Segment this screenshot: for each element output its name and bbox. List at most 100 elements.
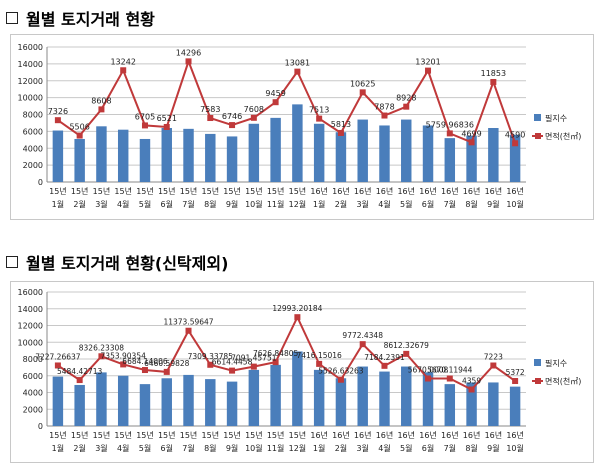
x-tick-label-month: 6월 (422, 199, 434, 209)
y-tick-label: 4000 (23, 389, 43, 398)
x-tick-label-month: 7월 (444, 199, 456, 209)
data-label: 5670.0008 (408, 366, 449, 375)
data-label: 12993.20184 (272, 304, 322, 313)
x-tick-label-year: 15년 (245, 430, 263, 440)
x-tick-label-month: 9월 (226, 443, 238, 453)
line-point (512, 378, 519, 385)
x-tick-label-month: 6월 (161, 199, 173, 209)
y-tick-label: 6000 (23, 372, 43, 381)
x-tick-label-month: 8월 (204, 199, 216, 209)
x-tick-label-year: 15년 (223, 186, 241, 196)
combo-chart-excluding-trust: 0 2000 4000 6000 8000 10000 12000 14000 16000 15년… (18, 288, 582, 453)
bar (313, 369, 325, 426)
x-tick-label-month: 2월 (73, 443, 85, 453)
data-label: 5484.42713 (57, 367, 103, 376)
data-label: 13201 (415, 58, 440, 67)
data-label: 6746 (222, 112, 242, 121)
line-point (446, 130, 453, 137)
x-tick-label-year: 16년 (485, 186, 503, 196)
x-tick-label-year: 15년 (289, 430, 307, 440)
bar (139, 384, 151, 426)
line-point (163, 368, 170, 375)
data-label: 6614.4458 (212, 358, 253, 367)
x-tick-label-year: 16년 (441, 430, 459, 440)
line-point (316, 360, 323, 367)
data-label: 6684.14006 (122, 357, 168, 366)
x-tick-label-year: 16년 (397, 186, 415, 196)
x-tick-label-year: 15년 (180, 430, 198, 440)
section-title-monthly-land-transactions: 월별 토지거래 현황 (6, 6, 155, 30)
x-tick-label-month: 12월 (289, 199, 307, 209)
bar (335, 132, 347, 182)
x-tick-label-month: 2월 (73, 199, 85, 209)
line-point (425, 67, 432, 74)
x-tick-label-year: 16년 (332, 186, 350, 196)
bar (117, 375, 129, 426)
data-label: 7513 (309, 106, 329, 115)
x-tick-label-year: 15년 (49, 186, 67, 196)
bar (488, 382, 499, 426)
data-label: 6705 (135, 112, 155, 121)
data-label: 13081 (285, 59, 310, 68)
data-label: 8928 (396, 94, 416, 103)
x-tick-label-year: 16년 (419, 430, 437, 440)
bar (161, 378, 172, 426)
x-tick-label-month: 11월 (267, 443, 285, 453)
line-point (446, 375, 453, 382)
data-label: 7309.33785 (188, 352, 234, 361)
x-tick-label-month: 5월 (400, 443, 412, 453)
x-tick-label-year: 15년 (136, 430, 154, 440)
line-point (272, 359, 279, 366)
line-point (207, 361, 214, 368)
data-label: 14296 (176, 48, 201, 57)
data-label: 7583 (200, 105, 220, 114)
bar (139, 138, 151, 182)
y-tick-label: 4000 (23, 144, 43, 153)
x-tick-label-month: 10월 (245, 443, 263, 453)
data-label: 7878 (374, 103, 394, 112)
x-tick-label-year: 16년 (310, 430, 328, 440)
line-point (120, 67, 127, 74)
x-tick-label-month: 7월 (182, 443, 194, 453)
data-label: 5759.96836 (426, 120, 474, 129)
x-tick-label-year: 15년 (136, 186, 154, 196)
x-tick-label-month: 8월 (204, 443, 216, 453)
bar (292, 351, 303, 426)
data-label: 9459 (265, 89, 285, 98)
data-label: 9772.4348 (342, 331, 383, 340)
bar (292, 104, 303, 182)
x-tick-label-month: 5월 (139, 199, 151, 209)
x-tick-label-year: 15년 (267, 186, 285, 196)
x-tick-label-month: 1월 (52, 443, 64, 453)
y-tick-label: 12000 (18, 322, 43, 331)
x-tick-label-year: 16년 (463, 430, 481, 440)
line-point (163, 123, 170, 130)
bar (379, 371, 390, 426)
x-tick-label-year: 15년 (245, 186, 263, 196)
legend-swatch-bar (534, 359, 541, 366)
data-label: 5813 (331, 120, 351, 129)
line-point (98, 353, 105, 360)
line-point (425, 375, 432, 382)
x-tick-label-month: 6월 (422, 443, 434, 453)
data-label: 11373.59647 (163, 318, 213, 327)
x-tick-label-year: 15년 (114, 430, 132, 440)
x-tick-label-year: 15년 (71, 430, 89, 440)
bar (74, 138, 85, 182)
bar (357, 119, 368, 182)
bar (183, 128, 194, 182)
x-tick-label-month: 1월 (313, 199, 325, 209)
data-label: 5526.63263 (318, 367, 364, 376)
bar (226, 381, 238, 426)
x-tick-label-year: 16년 (376, 186, 394, 196)
x-tick-label-month: 4월 (378, 443, 390, 453)
x-tick-label-year: 16년 (485, 430, 503, 440)
x-tick-label-year: 16년 (441, 186, 459, 196)
bar (52, 130, 64, 182)
bar (270, 117, 281, 182)
bar (96, 126, 107, 182)
data-label: 13242 (110, 57, 135, 66)
x-tick-label-month: 8월 (465, 199, 477, 209)
data-label: 7091.45751 (231, 354, 277, 363)
x-tick-label-year: 15년 (93, 430, 111, 440)
